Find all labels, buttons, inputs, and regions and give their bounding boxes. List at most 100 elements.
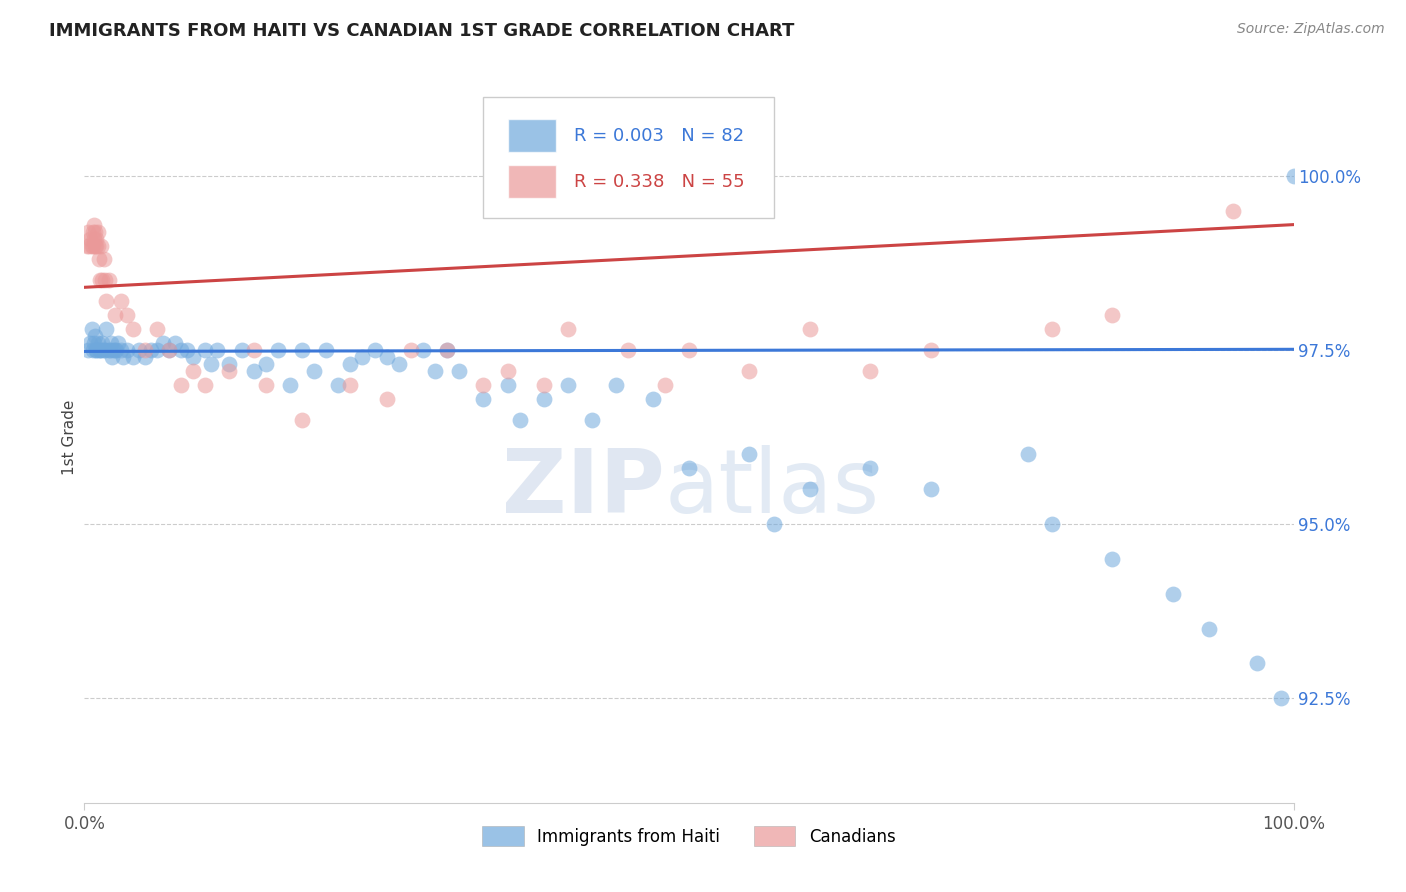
Point (678, 461, 700, 475)
Point (859, 364, 882, 378)
Point (1282, 169, 1305, 183)
Point (1101, 308, 1123, 322)
Point (176, 343, 198, 357)
Point (94, 294, 117, 309)
Point (472, 377, 495, 392)
Point (339, 357, 361, 371)
Point (94, 343, 117, 357)
Point (472, 392, 495, 406)
Point (1040, 517, 1063, 532)
Point (110, 343, 132, 357)
Point (581, 412, 603, 426)
Point (86, 231, 108, 245)
Text: R = 0.338   N = 55: R = 0.338 N = 55 (574, 173, 745, 191)
Legend: Immigrants from Haiti, Canadians: Immigrants from Haiti, Canadians (475, 820, 903, 853)
Point (94, 322, 117, 336)
Bar (508, 119, 555, 152)
Point (1246, 657, 1268, 671)
Point (194, 377, 217, 392)
Point (84, 329, 107, 343)
Point (157, 343, 180, 357)
Point (93, 252, 115, 267)
Point (90, 238, 112, 252)
Point (375, 392, 398, 406)
Point (84, 225, 107, 239)
Point (207, 343, 229, 357)
Point (920, 483, 942, 497)
Point (1222, 203, 1244, 218)
Point (423, 364, 446, 378)
FancyBboxPatch shape (484, 97, 773, 218)
Point (128, 343, 150, 357)
Point (509, 412, 531, 426)
Point (103, 343, 125, 357)
Y-axis label: 1st Grade: 1st Grade (62, 400, 77, 475)
Text: R = 0.003   N = 82: R = 0.003 N = 82 (574, 127, 744, 145)
Point (83, 218, 105, 232)
Point (121, 322, 143, 336)
Point (89, 273, 111, 287)
Point (315, 343, 337, 357)
Point (1017, 448, 1039, 462)
Point (134, 343, 156, 357)
Point (82, 343, 104, 357)
Point (1270, 691, 1292, 706)
Point (194, 343, 217, 357)
Point (363, 343, 385, 357)
Point (1161, 587, 1184, 601)
Point (496, 377, 519, 392)
Point (139, 343, 162, 357)
Point (146, 343, 169, 357)
Point (104, 343, 127, 357)
Point (533, 392, 555, 406)
Point (90, 343, 112, 357)
Point (115, 308, 138, 322)
Point (82, 238, 104, 252)
Point (328, 377, 350, 392)
Point (77, 238, 100, 252)
Point (218, 357, 240, 371)
Point (112, 350, 135, 364)
Point (79, 231, 101, 245)
Point (100, 336, 122, 351)
Point (87, 343, 110, 357)
Point (1198, 622, 1220, 636)
Point (533, 377, 555, 392)
Point (436, 343, 458, 357)
Bar (508, 165, 555, 198)
Point (181, 350, 204, 364)
Point (654, 377, 676, 392)
Point (170, 377, 193, 392)
Text: atlas: atlas (665, 445, 880, 532)
Point (799, 483, 821, 497)
Point (920, 343, 942, 357)
Point (165, 336, 187, 351)
Point (121, 350, 143, 364)
Point (762, 517, 785, 532)
Point (375, 350, 398, 364)
Point (83, 336, 105, 351)
Text: ZIP: ZIP (502, 445, 665, 532)
Point (291, 412, 314, 426)
Point (86, 343, 108, 357)
Point (738, 448, 761, 462)
Point (231, 343, 253, 357)
Point (291, 343, 314, 357)
Point (79, 336, 101, 351)
Point (80, 238, 103, 252)
Point (86, 238, 108, 252)
Point (352, 350, 374, 364)
Point (115, 343, 138, 357)
Point (91, 273, 114, 287)
Point (157, 343, 180, 357)
Point (83, 231, 105, 245)
Point (399, 343, 422, 357)
Point (799, 322, 821, 336)
Point (94, 273, 117, 287)
Point (388, 357, 411, 371)
Point (617, 343, 640, 357)
Point (436, 343, 458, 357)
Point (557, 322, 579, 336)
Point (218, 364, 240, 378)
Point (267, 343, 290, 357)
